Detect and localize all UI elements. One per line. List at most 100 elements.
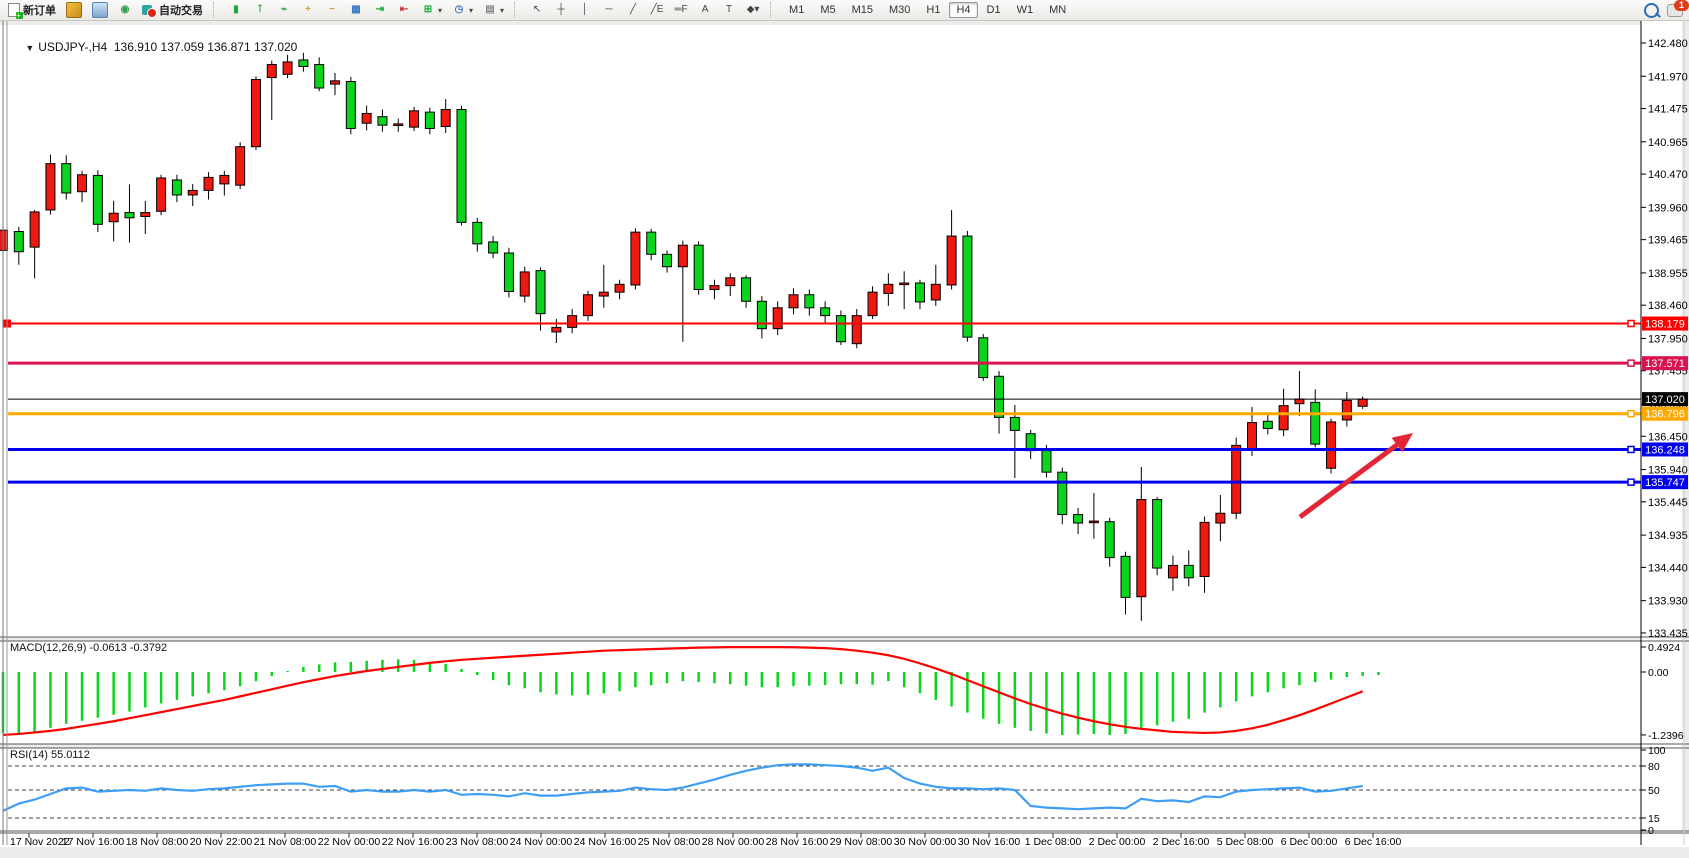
time-tick-label: 17 Nov 2022 (10, 836, 70, 848)
trend-arrow[interactable] (1298, 433, 1413, 520)
time-tick-label: 2 Dec 16:00 (1153, 836, 1210, 848)
candle-body (424, 111, 435, 129)
timeframe-h4-button[interactable]: H4 (949, 2, 978, 18)
candle-body (930, 283, 941, 301)
autotrade-label: 自动交易 (159, 5, 203, 17)
timeframe-h1-button[interactable]: H1 (926, 4, 941, 16)
price-tick-label: 134.440 (1648, 562, 1688, 574)
candle-body (472, 221, 483, 245)
candle-body (630, 231, 641, 286)
channel-tool-button[interactable]: ╱E (645, 1, 669, 19)
candle-body (1167, 564, 1178, 579)
candle-body (1009, 416, 1020, 431)
toolbar-separator (770, 2, 776, 18)
signal-button[interactable]: ◉ (113, 1, 137, 19)
shapes-icon: ◆▾ (746, 4, 760, 15)
candle-body (314, 64, 325, 89)
search-icon[interactable] (1644, 2, 1659, 18)
autotrade-button[interactable]: 自动交易 (137, 0, 208, 20)
candle-body (45, 163, 56, 211)
time-tick-label: 23 Nov 08:00 (446, 836, 509, 848)
timeframe-m1-button[interactable]: M1 (789, 4, 805, 16)
zoom-out-button[interactable]: − (320, 1, 344, 19)
zoom-in-icon: + (305, 4, 311, 15)
new-order-button[interactable]: + 新订单 (3, 0, 61, 20)
bar-chart-button[interactable]: ▮ (224, 1, 248, 19)
time-tick-label: 25 Nov 08:00 (638, 836, 701, 848)
price-tag-bg (1642, 356, 1688, 371)
auto-scroll-button[interactable]: ⇤ (392, 1, 416, 19)
candle-body (1199, 521, 1210, 578)
periods-button[interactable]: ◷ ▾ (447, 1, 478, 19)
candle-body (456, 109, 467, 223)
candle-body (266, 64, 277, 79)
candle-body (994, 375, 1005, 418)
toolbar-separator (514, 2, 520, 18)
chat-icon[interactable]: 1 (1667, 0, 1689, 17)
trendline-icon: ╱ (630, 4, 637, 15)
candle-body (788, 294, 799, 309)
line-chart-button[interactable]: ⌁ (272, 1, 296, 19)
label-tool-button[interactable]: T (717, 1, 741, 19)
timeframe-d1-button[interactable]: D1 (986, 4, 1001, 16)
timeframe-m15-button[interactable]: M15 (851, 4, 874, 16)
candle-body (298, 59, 309, 67)
tile-windows-button[interactable]: ▦ (344, 1, 368, 19)
new-order-icon: + (8, 3, 23, 20)
vertical-line-tool-button[interactable]: │ (573, 1, 597, 19)
timeframe-m30-button[interactable]: M30 (889, 4, 911, 16)
horizontal-line-tool-button[interactable]: ─ (597, 1, 621, 19)
macd-panel (0, 641, 1641, 744)
trendline-tool-button[interactable]: ╱ (621, 1, 645, 19)
symbol-ohlc-header: ▼ USDJPY-,H4 136.910 137.059 136.871 137.… (12, 26, 297, 68)
candle-body (409, 110, 420, 128)
timeframe-m5-button[interactable]: M5 (820, 4, 836, 16)
indicators-button[interactable]: ⊞ ▾ (416, 1, 447, 19)
candle-body (282, 61, 293, 75)
symbol-header-text: USDJPY-,H4 136.910 137.059 136.871 137.0… (38, 40, 298, 54)
price-tick-label: 141.970 (1648, 71, 1688, 83)
price-tag-text: 137.571 (1645, 358, 1685, 370)
candle-body (1231, 444, 1242, 514)
price-tag-text: 135.747 (1645, 477, 1685, 489)
candle-body (203, 176, 214, 191)
price-tag-bg (1642, 475, 1688, 490)
price-tick-label: 138.955 (1648, 268, 1688, 280)
market-watch-button[interactable] (87, 0, 113, 20)
price-tick-label: 140.470 (1648, 169, 1688, 181)
timeframe-w1-button[interactable]: W1 (1016, 4, 1034, 16)
candle-body (662, 253, 673, 268)
candlestick-chart-button[interactable]: ⊺ (248, 1, 272, 19)
chart-shift-button[interactable]: ⇥ (368, 1, 392, 19)
fibonacci-tool-button[interactable]: ═F (669, 1, 693, 19)
candlestick-chart-icon: ⊺ (257, 4, 263, 15)
horizontal-lines-layer (3, 319, 1641, 486)
zoom-in-button[interactable]: + (296, 1, 320, 19)
cursor-tool-button[interactable]: ↖ (525, 1, 549, 19)
price-tag-bg (1642, 442, 1688, 457)
crosshair-tool-button[interactable]: ┼ (549, 1, 573, 19)
rsi-line (2, 763, 1363, 812)
brush-button[interactable] (61, 0, 87, 20)
channel-icon: ╱E (650, 4, 664, 15)
rsi-axis-label: 50 (1648, 785, 1660, 797)
time-tick-label: 1 Dec 08:00 (1025, 836, 1082, 848)
time-tick-label: 29 Nov 08:00 (830, 836, 893, 848)
candle-body (978, 337, 989, 379)
candle-body (914, 282, 925, 303)
candle-body (693, 244, 704, 291)
price-tag-text: 137.020 (1645, 394, 1685, 406)
text-tool-button[interactable]: A (693, 1, 717, 19)
price-tick-label: 140.965 (1648, 137, 1688, 149)
collapse-icon[interactable]: ▼ (25, 43, 35, 53)
candle-body (1341, 399, 1352, 421)
chart-tools-group: ▮ ⊺ ⌁ + − ▦ ⇥ ⇤ ⊞ ▾ ◷ ▾ ▤ ▾ (221, 0, 512, 20)
timeframe-mn-button[interactable]: MN (1049, 4, 1067, 16)
templates-button[interactable]: ▤ ▾ (478, 1, 509, 19)
candle-body (0, 229, 8, 251)
shapes-tool-button[interactable]: ◆▾ (741, 1, 765, 19)
price-tick-label: 141.475 (1648, 104, 1688, 116)
arrow-shaft (1298, 442, 1399, 520)
